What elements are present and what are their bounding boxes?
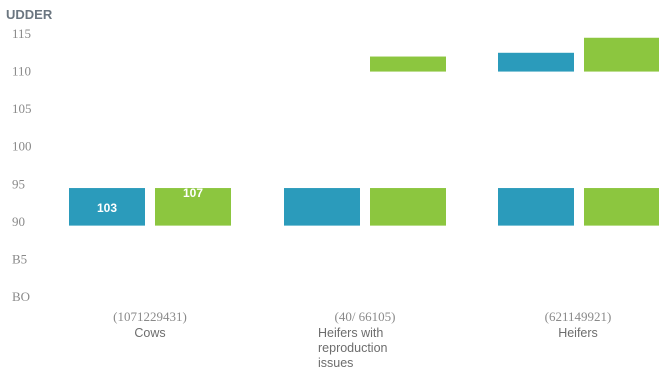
category-name: reproduction: [318, 341, 388, 355]
category-name: issues: [318, 356, 353, 370]
category-code: (40/ 66105): [334, 309, 395, 324]
data-label: 103: [97, 201, 117, 215]
y-tick-label: 90: [12, 214, 25, 229]
data-label: 107: [183, 186, 203, 200]
y-tick-label: 115: [12, 26, 31, 41]
chart-title: UDDER: [6, 7, 53, 22]
y-tick-label: 105: [12, 101, 32, 116]
bar-segment: [584, 37, 659, 72]
bar-segment: [370, 188, 446, 226]
category-name: Heifers: [558, 326, 598, 340]
y-tick-label: BO: [12, 289, 30, 304]
bar-segment: [69, 188, 145, 226]
category-name: Cows: [134, 326, 165, 340]
bar-segment: [498, 52, 574, 72]
category-code: (621149921): [545, 309, 612, 324]
y-tick-label: B5: [12, 251, 27, 266]
category-name: Heifers with: [318, 326, 383, 340]
x-axis: (1071229431) Cows (40/ 66105) Heifers withr…: [113, 309, 611, 370]
data-labels: 103 107: [97, 186, 203, 215]
y-tick-label: 110: [12, 64, 31, 79]
y-tick-label: 100: [12, 139, 32, 154]
bar-segment: [284, 188, 360, 226]
y-tick-label: 95: [12, 176, 25, 191]
bars: [69, 37, 659, 226]
y-axis: BO B5 90 95 100 105 110 115: [12, 26, 32, 304]
bar-segment: [498, 188, 574, 226]
bar-segment: [370, 56, 446, 72]
bar-segment: [584, 188, 659, 226]
category-code: (1071229431): [113, 309, 187, 324]
bar-segment: [155, 188, 231, 226]
